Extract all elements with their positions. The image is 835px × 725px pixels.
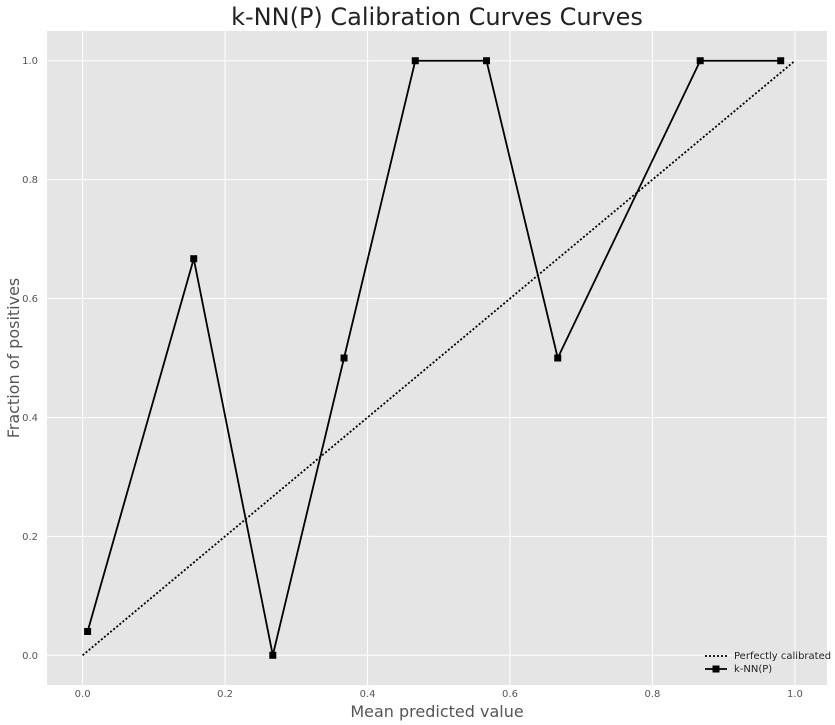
y-tick-label: 0.2 — [22, 532, 38, 543]
data-point-marker — [777, 57, 785, 65]
data-point-marker — [190, 255, 198, 263]
data-point-marker — [554, 354, 562, 362]
data-point-marker — [483, 57, 491, 65]
legend-label-perfectly-calibrated: Perfectly calibrated — [734, 651, 831, 662]
chart-title: k-NN(P) Calibration Curves Curves — [231, 3, 643, 31]
x-tick-label: 0.2 — [217, 689, 233, 700]
data-point-marker — [696, 57, 704, 65]
series-layer — [82, 57, 796, 659]
tick-labels: 0.0 0.2 0.4 0.6 0.8 1.0 0.0 0.2 0.4 0.6 0.8 1.0 — [22, 56, 803, 700]
y-tick-label: 0.6 — [22, 294, 38, 305]
x-tick-label: 0.8 — [645, 689, 661, 700]
legend-label-knn-p: k-NN(P) — [734, 664, 772, 675]
legend-marker-knn-p — [712, 665, 720, 673]
x-axis-label: Mean predicted value — [350, 702, 523, 721]
x-tick-label: 0.0 — [75, 689, 91, 700]
series-line-perfectly-calibrated — [82, 60, 796, 656]
legend: Perfectly calibrated k-NN(P) — [705, 651, 831, 675]
y-tick-label: 1.0 — [22, 56, 38, 67]
x-tick-label: 0.6 — [502, 689, 518, 700]
y-axis-label: Fraction of positives — [4, 278, 23, 439]
grid-lines — [47, 31, 827, 685]
y-tick-label: 0.0 — [22, 651, 38, 662]
data-point-marker — [411, 57, 419, 65]
x-tick-label: 0.4 — [360, 689, 376, 700]
plot-background — [47, 31, 827, 685]
y-tick-label: 0.8 — [22, 175, 38, 186]
data-point-marker — [84, 627, 92, 635]
data-point-marker — [269, 651, 277, 659]
data-point-marker — [340, 354, 348, 362]
x-tick-label: 1.0 — [787, 689, 803, 700]
y-tick-label: 0.4 — [22, 413, 38, 424]
